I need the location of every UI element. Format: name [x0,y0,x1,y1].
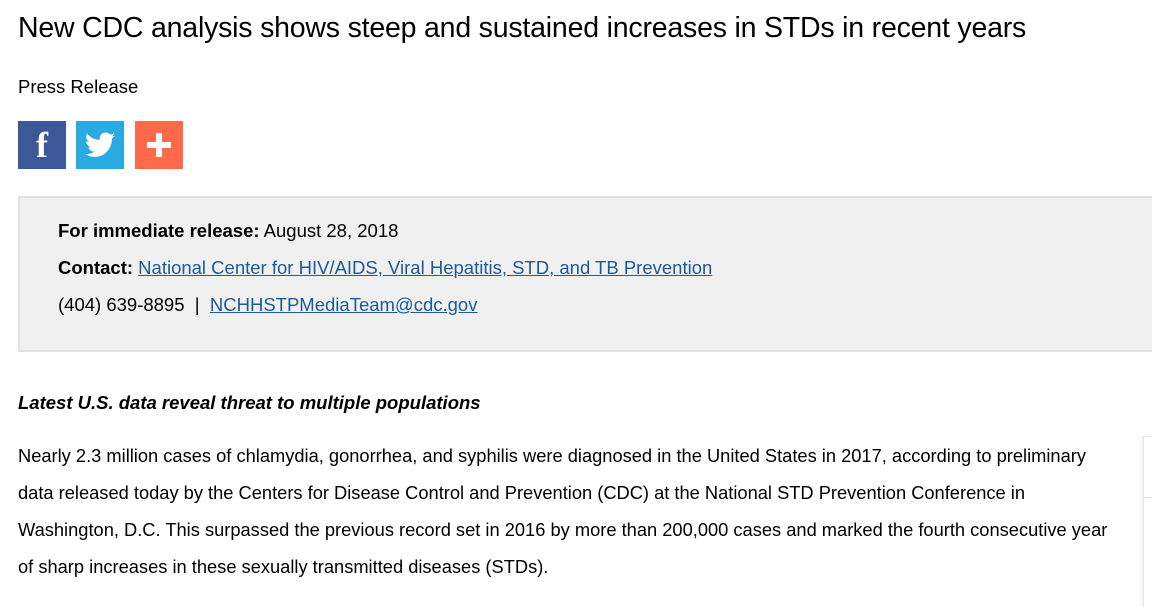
release-label: For immediate release: [58,220,260,241]
plus-icon [147,133,171,157]
facebook-icon: f [36,125,48,165]
contact-row: Contact: National Center for HIV/AIDS, V… [58,257,712,279]
side-panel [1143,436,1152,607]
release-info-box: For immediate release: August 28, 2018 C… [18,196,1152,352]
page-subtitle: Press Release [18,76,139,97]
contact-link[interactable]: National Center for HIV/AIDS, Viral Hepa… [138,257,713,278]
social-share-bar: f [18,121,183,169]
side-panel-divider [1144,497,1152,498]
twitter-share-button[interactable] [76,121,124,169]
release-date-row: For immediate release: August 28, 2018 [58,220,398,242]
article-heading: Latest U.S. data reveal threat to multip… [18,392,481,413]
facebook-share-button[interactable]: f [18,121,66,169]
phone-email-row: (404) 639-8895 | NCHHSTPMediaTeam@cdc.go… [58,294,477,316]
twitter-icon [85,132,115,157]
contact-label: Contact: [58,257,134,278]
phone-number: (404) 639-8895 [58,294,185,315]
separator: | [194,294,200,315]
email-link[interactable]: NCHHSTPMediaTeam@cdc.gov [209,294,478,315]
release-date: August 28, 2018 [263,220,399,241]
more-share-button[interactable] [135,121,183,169]
page-title: New CDC analysis shows steep and sustain… [18,12,1027,44]
article-paragraph: Nearly 2.3 million cases of chlamydia, g… [18,445,1108,577]
